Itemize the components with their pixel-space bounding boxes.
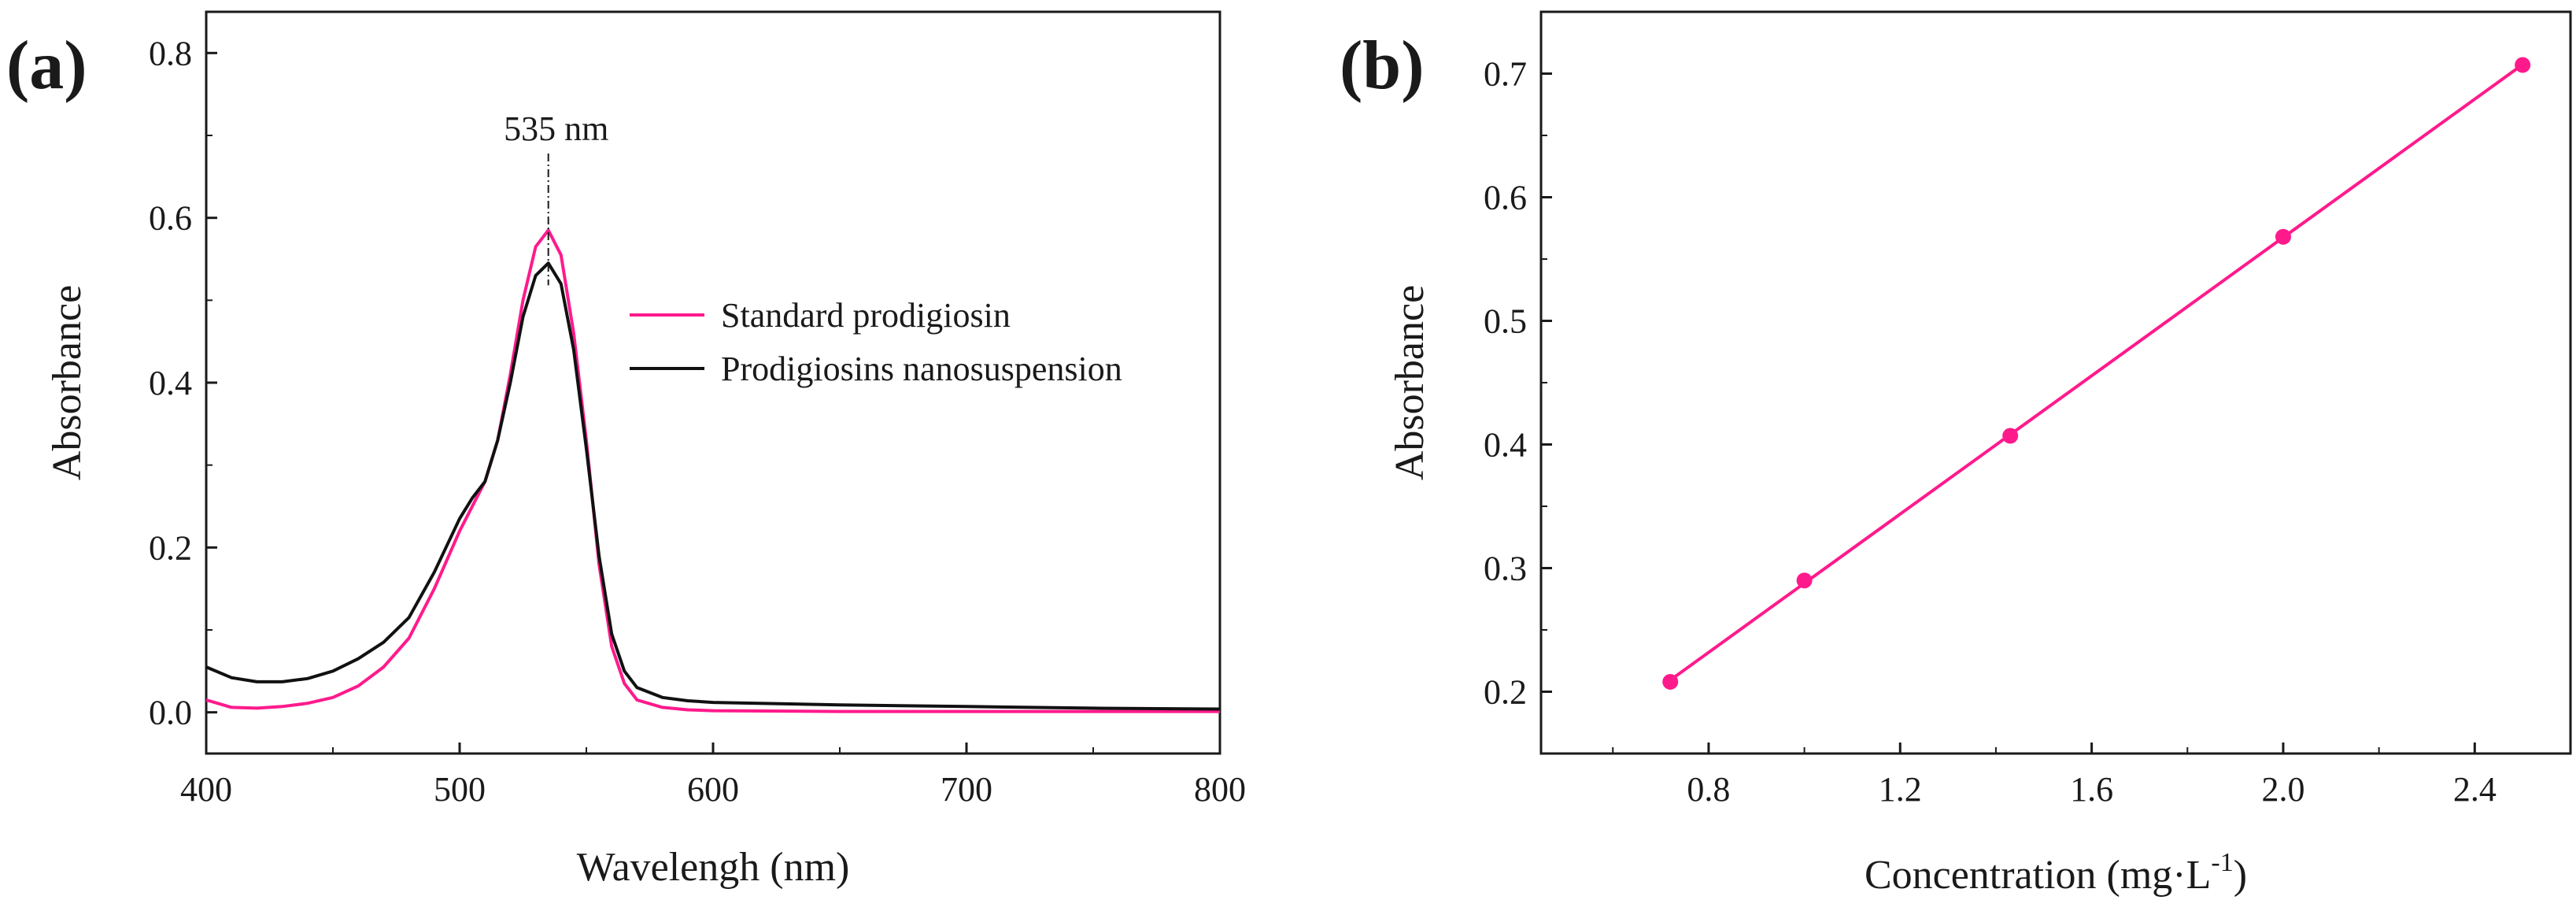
panel-b-x-axis-label: Concentration (mg·L-1) [1865,848,2247,898]
panel-b-series [1662,57,2531,690]
spectrum-line-nanosuspension [205,261,1221,711]
x-tick-label: 700 [941,770,992,809]
y-tick-label: 0.5 [1484,302,1527,341]
panel-a-x-ticks: 400 500 600 700 800 [180,743,1246,809]
panel-a-legend: Standard prodigiosin Prodigiosins nanosu… [630,296,1122,388]
panel-a-y-axis-label: Absorbance [45,285,90,480]
y-tick-label: 0.6 [1484,179,1527,217]
panel-a-label: (a) [6,28,87,104]
calibration-fit-line [1669,63,2524,682]
calibration-point [1796,572,1813,589]
panel-b-plot-frame [1539,10,2572,755]
y-tick-label: 0.6 [149,199,192,238]
x-tick-label: 2.4 [2453,770,2497,809]
x-tick-label: 1.6 [2070,770,2113,809]
panel-b-label: (b) [1340,28,1425,104]
panel-a-series [205,228,1221,713]
panel-a-x-axis-label: Wavelengh (nm) [577,845,850,890]
y-tick-label: 0.8 [149,34,192,72]
panel-b-calibration-chart: (b) 0.8 1.2 1.6 2.0 2.4 0.2 0.3 0.4 0.5 0.6 0.7 C… [1340,10,2572,898]
y-tick-label: 0.2 [1484,673,1527,712]
spectrum-line-standard [205,228,1220,713]
legend-label-standard: Standard prodigiosin [721,296,1011,335]
x-tick-label: 400 [180,770,232,809]
x-label-superscript: -1 [2211,848,2233,877]
panel-b-y-axis-label: Absorbance [1388,285,1432,480]
peak-annotation: 535 nm [504,109,608,148]
legend-label-nanosuspension: Prodigiosins nanosuspension [721,350,1122,388]
y-tick-label: 0.2 [149,528,192,567]
y-tick-label: 0.7 [1484,55,1527,94]
y-tick-label: 0.3 [1484,550,1527,588]
x-label-main: Concentration (mg·L [1865,853,2211,898]
x-tick-label: 800 [1194,770,1246,809]
y-tick-label: 0.0 [149,694,192,732]
x-tick-label: 600 [687,770,739,809]
calibration-point [2002,428,2019,444]
calibration-point [2515,57,2531,73]
panel-a-y-ticks: 0.0 0.2 0.4 0.6 0.8 [149,34,217,732]
panel-b-x-ticks: 0.8 1.2 1.6 2.0 2.4 [1612,743,2571,809]
x-tick-label: 0.8 [1687,770,1730,809]
y-tick-label: 0.4 [149,364,192,402]
y-tick-label: 0.4 [1484,426,1527,465]
x-tick-label: 2.0 [2261,770,2304,809]
calibration-point [2275,228,2291,245]
panel-a-spectrum-chart: (a) 400 500 600 700 800 0.0 0.2 0.4 0.6 0.8 535 … [6,10,1246,890]
x-label-suffix: ) [2234,853,2247,898]
x-tick-label: 500 [434,770,486,809]
panel-b-y-ticks: 0.2 0.3 0.4 0.5 0.6 0.7 [1484,11,1552,712]
calibration-point [1662,673,1679,690]
x-tick-label: 1.2 [1879,770,1922,809]
